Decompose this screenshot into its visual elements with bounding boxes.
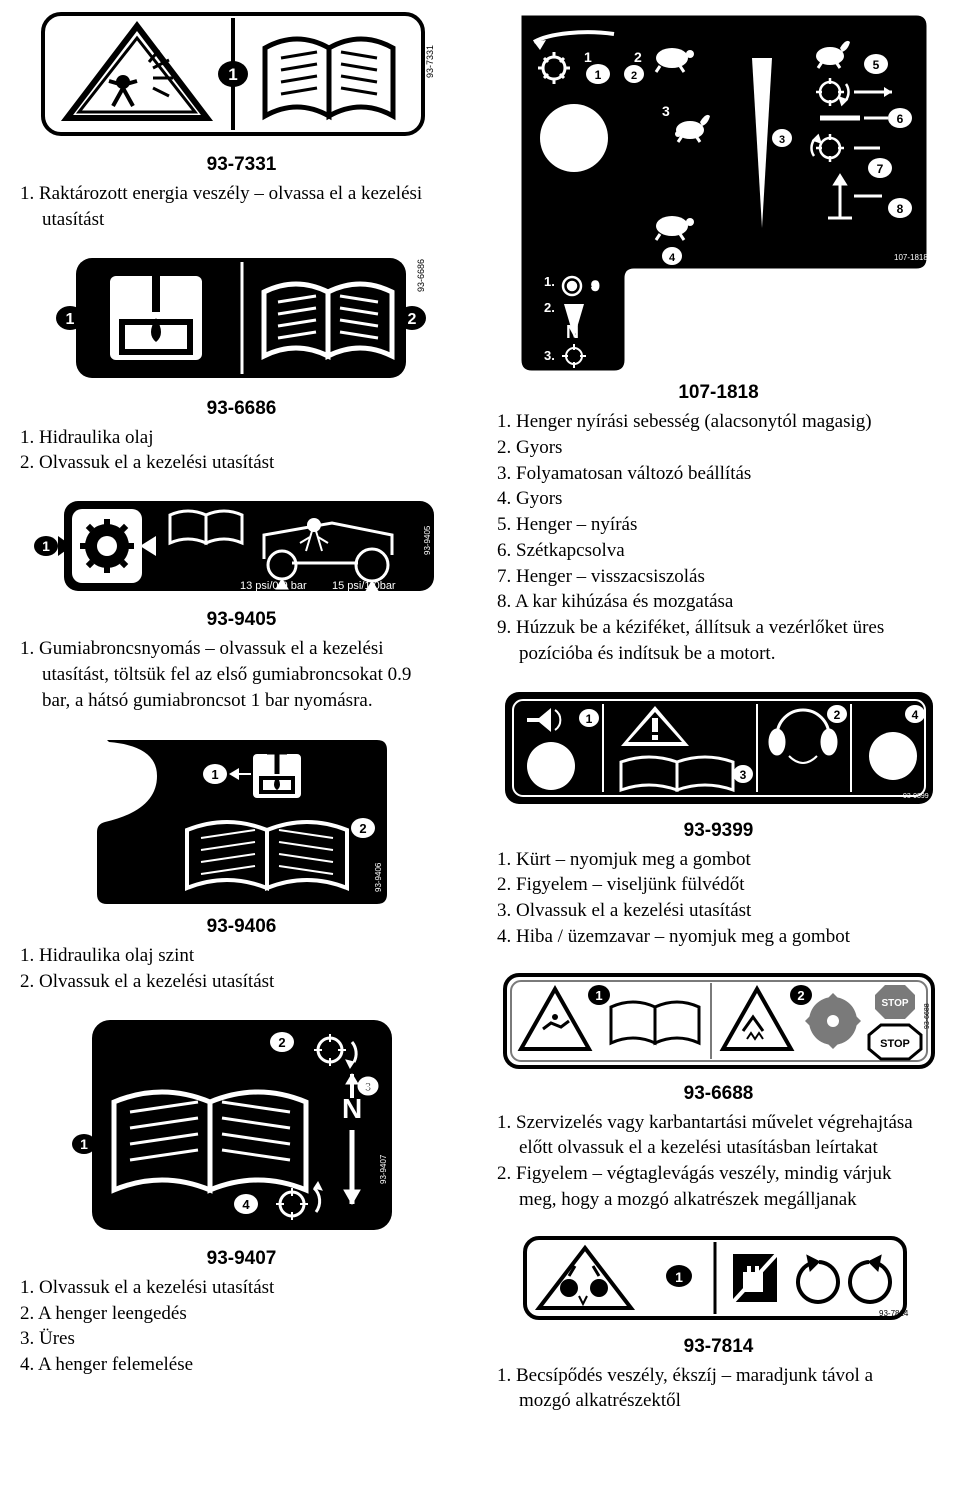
decal-label-93-7331: 93-7331 [20,154,463,176]
svg-text:1.: 1. [544,274,555,289]
hydraulic-oil-level-icon [253,752,301,798]
list-93-9407: 1. Olvassuk el a kezelési utasítást 2. A… [20,1276,463,1377]
svg-text:3: 3 [778,134,784,146]
svg-text:93-7814: 93-7814 [879,1309,909,1318]
decal-93-9399-image: 1 3 [497,686,940,816]
svg-text:3.: 3. [544,348,555,363]
decal-93-9405-image: 1 [20,495,463,605]
stop-sign-icon: STOP [875,985,915,1019]
svg-text:93-7331: 93-7331 [425,45,435,78]
list-107-1818: 1. Henger nyírási sebesség (alacsonytól … [497,410,940,666]
svg-text:93-6686: 93-6686 [416,258,426,291]
svg-text:7: 7 [876,162,883,176]
svg-text:1: 1 [594,68,601,82]
svg-text:107-1818: 107-1818 [894,253,928,262]
hydraulic-oil-icon [110,272,202,360]
svg-text:15 psi/1.0bar: 15 psi/1.0bar [332,580,396,592]
svg-text:2: 2 [833,708,840,722]
list-93-7331: 1. Raktározott energia veszély – olvassa… [20,182,463,232]
svg-text:1: 1 [585,712,592,726]
svg-text:2: 2 [630,70,636,82]
svg-text:3: 3 [662,103,670,119]
svg-text:13 psi/0.9 bar: 13 psi/0.9 bar [240,580,307,592]
list-93-6686: 1. Hidraulika olaj 2. Olvassuk el a keze… [20,426,463,476]
decal-93-6686-image: 1 2 93-6686 [20,252,463,394]
svg-text:N: N [566,322,579,342]
list-93-9399: 1. Kürt – nyomjuk meg a gombot2. Figyele… [497,848,940,949]
svg-text:1: 1 [211,767,218,782]
svg-text:1: 1 [65,311,74,328]
svg-text:3: 3 [364,1080,371,1094]
decal-label-93-9406: 93-9406 [20,916,463,938]
svg-text:2.: 2. [544,300,555,315]
svg-text:9: 9 [592,279,599,293]
svg-text:2: 2 [797,988,804,1003]
svg-text:93-9406: 93-9406 [374,862,383,892]
svg-text:2: 2 [407,311,416,328]
decal-107-1818-image: 1 1 2 2 3 [497,8,940,378]
svg-text:8: 8 [896,202,903,216]
no-touch-icon [733,1254,777,1302]
list-93-9406: 1. Hidraulika olaj szint 2. Olvassuk el … [20,944,463,994]
svg-text:93-6688: 93-6688 [924,1003,931,1029]
svg-text:93-9407: 93-9407 [379,1154,388,1184]
svg-text:3: 3 [739,768,746,782]
list-93-7814: 1. Becsípődés veszély, ékszíj – maradjun… [497,1364,940,1414]
decal-label-93-9407: 93-9407 [20,1248,463,1270]
svg-text:1: 1 [584,49,592,65]
decal-93-7814-image: 1 93-7814 [497,1232,940,1332]
svg-text:5: 5 [872,58,879,72]
svg-text:2: 2 [278,1035,285,1050]
svg-text:1: 1 [80,1136,88,1152]
decal-93-7331-image: 1 93-7331 [20,8,463,150]
svg-text:STOP: STOP [881,998,908,1009]
svg-text:STOP: STOP [880,1038,910,1050]
svg-text:1: 1 [42,538,50,554]
decal-93-9406-image: 1 2 93-9406 [20,732,463,912]
decal-label-93-6686: 93-6686 [20,398,463,420]
decal-label-93-6688: 93-6688 [497,1083,940,1105]
svg-text:4: 4 [668,252,675,264]
svg-text:93-9399: 93-9399 [903,793,929,800]
svg-text:2: 2 [359,821,366,836]
svg-text:4: 4 [911,708,918,722]
decal-label-93-9399: 93-9399 [497,820,940,842]
decal-label-93-7814: 93-7814 [497,1336,940,1358]
svg-text:6: 6 [896,112,903,126]
manual-book-icon [265,39,393,116]
decal-93-6688-image: 1 [497,969,940,1079]
svg-text:93-9405: 93-9405 [423,525,432,555]
svg-text:1: 1 [228,65,237,84]
svg-text:4: 4 [242,1197,250,1212]
svg-text:1: 1 [595,988,602,1003]
svg-text:2: 2 [634,49,642,65]
decal-93-9407-image: 1 2 N [20,1014,463,1244]
list-93-6688: 1. Szervizelés vagy karbantartási művele… [497,1111,940,1212]
decal-label-107-1818: 107-1818 [497,382,940,404]
list-93-9405: 1. Gumiabroncsnyomás – olvassuk el a kez… [20,637,463,712]
decal-label-93-9405: 93-9405 [20,609,463,631]
svg-text:1: 1 [675,1269,683,1285]
